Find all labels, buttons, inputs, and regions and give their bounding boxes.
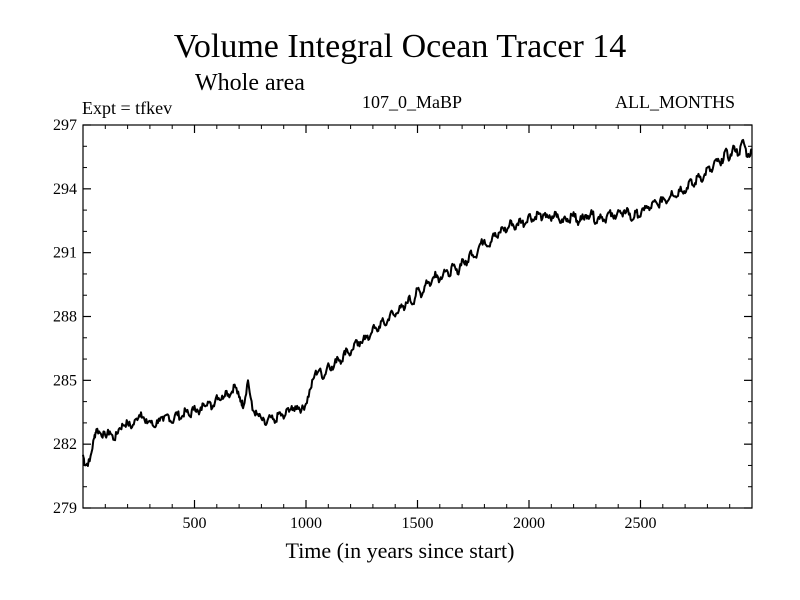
x-axis-label: Time (in years since start)	[285, 538, 515, 563]
y-tick-label: 297	[53, 117, 77, 134]
series-line	[82, 138, 753, 467]
x-tick-label: 1500	[402, 515, 434, 532]
experiment-label: Expt = tfkev	[82, 98, 173, 118]
axis-ticks	[83, 124, 752, 509]
plot-frame	[82, 124, 753, 509]
run-label: 107_0_MaBP	[362, 92, 463, 112]
x-tick-label: 2500	[625, 515, 657, 532]
y-tick-label: 288	[53, 309, 77, 326]
y-tick-label: 285	[53, 372, 77, 389]
x-tick-label: 2000	[513, 515, 545, 532]
x-tick-label: 500	[183, 515, 207, 532]
months-label: ALL_MONTHS	[615, 92, 735, 112]
y-tick-label: 282	[53, 436, 77, 453]
y-tick-label: 294	[53, 181, 77, 198]
y-tick-label: 291	[53, 245, 77, 262]
chart-subtitle: Whole area	[195, 70, 305, 96]
y-tick-label: 279	[53, 500, 77, 517]
chart-title: Volume Integral Ocean Tracer 14	[173, 28, 627, 65]
x-tick-label: 1000	[290, 515, 322, 532]
axis-tick-labels: 279 282 285 288 291 294 297 500 1000 1500 2000 2500	[53, 117, 657, 532]
